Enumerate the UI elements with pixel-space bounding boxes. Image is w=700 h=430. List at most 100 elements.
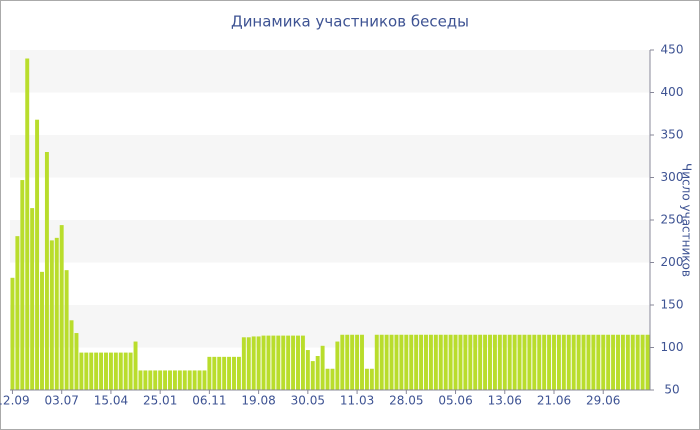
bar: [94, 352, 99, 390]
bar: [133, 341, 138, 390]
bar: [79, 352, 84, 390]
bar: [153, 370, 158, 390]
bar: [128, 352, 133, 390]
bar: [123, 352, 128, 390]
bar: [217, 356, 222, 390]
y-tick-label: 250: [661, 213, 684, 227]
bar: [315, 356, 320, 390]
bar: [645, 334, 650, 390]
grid-band: [10, 220, 650, 263]
y-tick-label: 400: [661, 85, 684, 99]
x-tick-label: 28.05: [389, 394, 423, 408]
bar: [419, 334, 424, 390]
bar: [276, 335, 281, 390]
x-tick-label: 06.11: [192, 394, 226, 408]
bar: [330, 368, 335, 390]
y-tick-label: 450: [661, 43, 684, 57]
grid-band: [10, 50, 650, 93]
bar: [177, 370, 182, 390]
bar: [364, 368, 369, 390]
bar: [428, 334, 433, 390]
x-tick-label: 12.09: [0, 394, 30, 408]
bar: [291, 335, 296, 390]
bar: [74, 333, 79, 390]
bar: [640, 334, 645, 390]
bar: [172, 370, 177, 390]
bar: [182, 370, 187, 390]
bar: [571, 334, 576, 390]
bar: [433, 334, 438, 390]
bar: [581, 334, 586, 390]
bar: [59, 225, 64, 390]
bar: [212, 356, 217, 390]
x-tick-label: 19.08: [241, 394, 275, 408]
bar: [44, 152, 49, 390]
bar: [325, 368, 330, 390]
bar: [630, 334, 635, 390]
bar: [163, 370, 168, 390]
bar: [232, 356, 236, 390]
x-tick-label: 29.06: [586, 394, 620, 408]
y-tick-label: 350: [661, 128, 684, 142]
bar: [350, 334, 355, 390]
bar: [118, 352, 123, 390]
bar: [320, 345, 325, 390]
bar: [296, 335, 300, 390]
bar: [369, 368, 374, 390]
grid-band: [10, 135, 650, 178]
bar: [25, 58, 30, 390]
bar: [468, 334, 473, 390]
bar: [404, 334, 409, 390]
bar: [241, 337, 246, 390]
bar: [246, 337, 251, 390]
bar: [596, 334, 601, 390]
bar: [236, 356, 241, 390]
bar: [611, 334, 616, 390]
bar: [497, 334, 502, 390]
y-tick-label: 100: [661, 340, 684, 354]
bar: [69, 320, 74, 390]
bar: [635, 334, 640, 390]
bar: [488, 334, 492, 390]
bar: [507, 334, 512, 390]
bar: [458, 334, 463, 390]
bar: [532, 334, 537, 390]
bar: [424, 334, 428, 390]
y-tick-label: 150: [661, 298, 684, 312]
bar: [409, 334, 414, 390]
bar: [542, 334, 547, 390]
bar: [561, 334, 566, 390]
bar: [448, 334, 453, 390]
bar: [586, 334, 591, 390]
x-tick-label: 21.06: [537, 394, 571, 408]
bar: [10, 277, 15, 390]
bar: [360, 334, 364, 390]
bar: [15, 236, 20, 390]
bar: [537, 334, 542, 390]
bar: [512, 334, 517, 390]
bar: [20, 180, 25, 390]
x-tick-label: 30.05: [291, 394, 325, 408]
bar: [99, 352, 104, 390]
bar: [355, 334, 360, 390]
bar: [414, 334, 419, 390]
bar: [251, 336, 256, 390]
bar: [463, 334, 468, 390]
bar: [374, 334, 379, 390]
bar: [148, 370, 153, 390]
bar: [394, 334, 399, 390]
x-tick-label: 03.07: [45, 394, 79, 408]
x-tick-label: 15.04: [94, 394, 128, 408]
bar: [286, 335, 291, 390]
bar: [143, 370, 148, 390]
bar: [187, 370, 192, 390]
y-tick-label: 50: [664, 383, 679, 397]
bar: [271, 335, 276, 390]
bar: [113, 352, 118, 390]
bar: [601, 334, 606, 390]
bar: [335, 341, 340, 390]
bar: [40, 271, 44, 390]
y-tick-label: 200: [661, 255, 684, 269]
bar: [492, 334, 497, 390]
